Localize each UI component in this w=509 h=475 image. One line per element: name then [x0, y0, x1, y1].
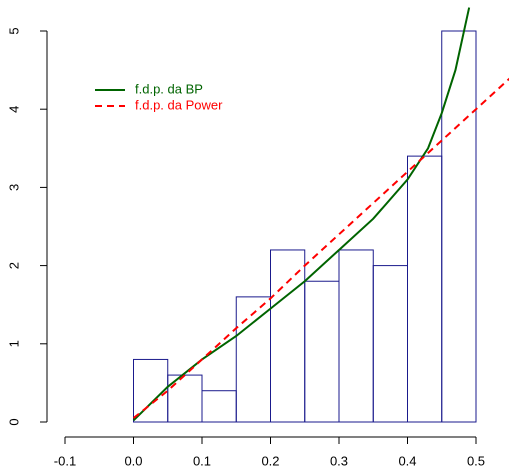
y-tick-label: 2 [6, 262, 21, 269]
x-tick-label: 0.5 [467, 453, 485, 468]
x-tick-label: -0.1 [54, 453, 76, 468]
y-tick-label: 5 [6, 27, 21, 34]
y-tick-label: 1 [6, 340, 21, 347]
histogram-bar [235, 296, 271, 423]
legend-label: f.d.p. da Power [135, 97, 223, 112]
histogram-bar [372, 265, 408, 423]
histogram-bar [201, 390, 237, 423]
x-tick-label: 0.1 [193, 453, 211, 468]
y-tick-label: 3 [6, 184, 21, 191]
x-tick-label: 0.4 [398, 453, 416, 468]
legend-label: f.d.p. da BP [135, 81, 203, 96]
density-line [132, 7, 471, 422]
y-tick-label: 0 [6, 418, 21, 425]
histogram-bar [407, 155, 443, 423]
histogram-bar [441, 30, 477, 423]
density-line [132, 77, 509, 419]
histogram-bar [338, 249, 374, 423]
y-tick-label: 4 [6, 106, 21, 113]
x-tick-label: 0.2 [261, 453, 279, 468]
histogram-bar [304, 280, 340, 423]
histogram-bar [270, 249, 306, 423]
x-tick-label: 0.3 [330, 453, 348, 468]
x-tick-label: 0.0 [124, 453, 142, 468]
